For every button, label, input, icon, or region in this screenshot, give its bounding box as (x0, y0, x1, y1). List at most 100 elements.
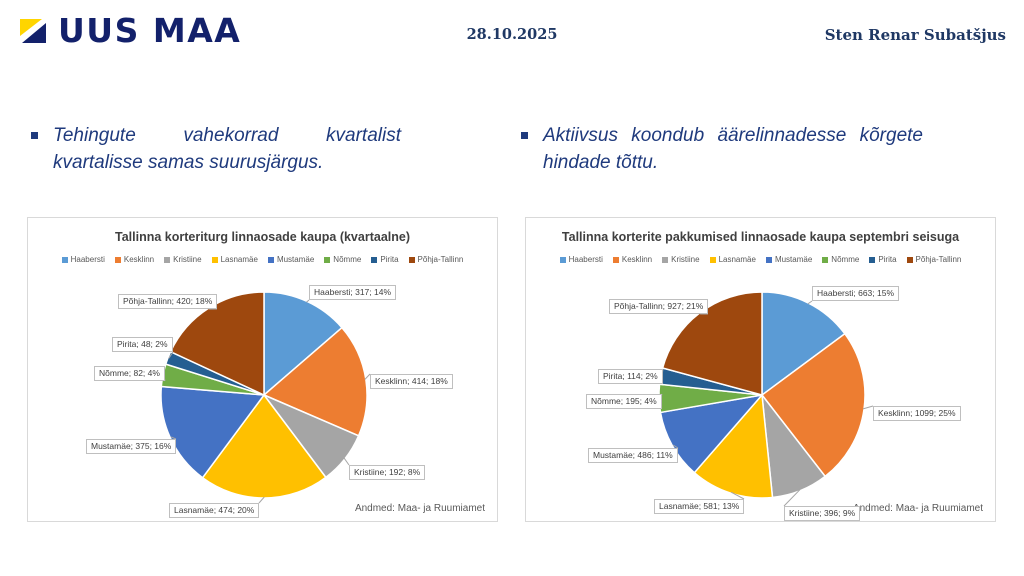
legend-label: Pirita (878, 255, 897, 264)
slide-date: 28.10.2025 (466, 26, 558, 43)
legend-label: Haabersti (70, 255, 105, 264)
legend-swatch-icon (906, 256, 913, 263)
logo-flag-icon (20, 18, 46, 43)
legend-item: Mustamäe (765, 255, 813, 264)
legend-swatch-icon (822, 256, 829, 263)
legend-swatch-icon (371, 256, 378, 263)
chart-legend: Haabersti Kesklinn Kristiine Lasnamäe Mustam… (526, 255, 995, 264)
legend-swatch-icon (61, 256, 68, 263)
legend-swatch-icon (408, 256, 415, 263)
legend-item: Haabersti (559, 255, 603, 264)
legend-label: Kristiine (671, 255, 700, 264)
bullet-item: Tehingute vahekorrad kvartalist kvartali… (31, 122, 401, 176)
legend-label: Mustamäe (276, 255, 315, 264)
pie-data-label: Kristiine; 192; 8% (349, 465, 426, 480)
pie-chart (658, 291, 874, 507)
legend-item: Mustamäe (267, 255, 315, 264)
legend-label: Mustamäe (774, 255, 813, 264)
pie-slice-lasnamäe (201, 393, 327, 499)
label-leader-line (168, 351, 174, 359)
legend-label: Põhja-Tallinn (417, 255, 464, 264)
legend-item: Kesklinn (114, 255, 155, 264)
legend-swatch-icon (267, 256, 274, 263)
label-leader-line (170, 436, 177, 440)
label-leader-line (364, 373, 371, 380)
pie-data-label: Kesklinn; 1099; 25% (873, 406, 961, 421)
legend-swatch-icon (559, 256, 566, 263)
chart-legend: Haabersti Kesklinn Kristiine Lasnamäe Mustam… (28, 255, 497, 264)
legend-label: Kesklinn (123, 255, 155, 264)
pie-data-label: Haabersti; 663; 15% (812, 286, 900, 301)
pie-data-label: Mustamäe; 375; 16% (86, 439, 177, 454)
legend-item: Haabersti (61, 255, 105, 264)
label-leader-line (783, 489, 801, 507)
pie-data-label: Nõmme; 195; 4% (586, 394, 662, 409)
legend-swatch-icon (869, 256, 876, 263)
label-leader-line (306, 299, 310, 303)
pie-data-label: Nõmme; 82; 4% (94, 366, 165, 381)
legend-item: Nõmme (324, 255, 361, 264)
source-note: Andmed: Maa- ja Ruumiamet (354, 503, 485, 514)
pie-data-label: Põhja-Tallinn; 927; 21% (609, 299, 709, 314)
legend-item: Lasnamäe (211, 255, 258, 264)
chart-title: Tallinna korterite pakkumised linnaosade… (561, 230, 960, 244)
legend-swatch-icon (662, 256, 669, 263)
label-leader-line (258, 496, 265, 504)
legend-label: Nõmme (333, 255, 362, 264)
label-leader-line (343, 457, 350, 466)
pie-data-label: Lasnamäe; 474; 20% (169, 503, 260, 518)
pie-slice-kesklinn (262, 326, 368, 437)
legend-item: Kristiine (164, 255, 202, 264)
legend-swatch-icon (211, 256, 218, 263)
label-leader-line (730, 491, 745, 500)
legend-swatch-icon (324, 256, 331, 263)
pie-data-label: Lasnamäe; 581; 13% (654, 499, 745, 514)
logo-wordmark: UUS MAA (58, 11, 242, 50)
legend-label: Lasnamäe (220, 255, 258, 264)
pie-slice-mustamäe (160, 385, 266, 479)
bullet-item: Aktiivsus koondub äärelinnadesse kõrgete… (521, 122, 923, 176)
pie-slice-lasnamäe (693, 393, 774, 499)
pie-data-label: Pirita; 48; 2% (112, 337, 173, 352)
pie-chart-panel-transactions: Tallinna korteriturg linnaosade kaupa (k… (27, 217, 498, 522)
legend-item: Nõmme (822, 255, 859, 264)
legend-item: Pirita (869, 255, 897, 264)
legend-item: Põhja-Tallinn (408, 255, 464, 264)
legend-item: Põhja-Tallinn (906, 255, 962, 264)
bullet-text: Tehingute vahekorrad kvartalist kvartali… (53, 125, 401, 173)
pie-data-label: Kesklinn; 414; 18% (370, 374, 453, 389)
legend-item: Lasnamäe (709, 255, 756, 264)
pie-data-label: Mustamäe; 486; 11% (588, 448, 678, 463)
legend-label: Lasnamäe (718, 255, 756, 264)
legend-label: Kesklinn (621, 255, 653, 264)
legend-label: Põhja-Tallinn (915, 255, 962, 264)
app-logo: UUS MAA (20, 14, 241, 47)
legend-item: Kesklinn (612, 255, 653, 264)
legend-item: Kristiine (662, 255, 700, 264)
legend-swatch-icon (765, 256, 772, 263)
bullet-text: Aktiivsus koondub äärelinnadesse kõrgete… (543, 125, 923, 173)
pie-data-label: Pirita; 114; 2% (598, 369, 663, 384)
square-bullet-icon (521, 132, 528, 139)
square-bullet-icon (31, 132, 38, 139)
pie-data-label: Haabersti; 317; 14% (309, 285, 397, 300)
pie-data-label: Kristiine; 396; 9% (784, 506, 861, 521)
legend-label: Pirita (380, 255, 399, 264)
source-note: Andmed: Maa- ja Ruumiamet (852, 503, 983, 514)
legend-swatch-icon (164, 256, 171, 263)
legend-label: Kristiine (173, 255, 202, 264)
label-leader-line (862, 405, 874, 410)
legend-swatch-icon (114, 256, 121, 263)
legend-label: Nõmme (831, 255, 860, 264)
label-leader-line (672, 444, 679, 449)
legend-label: Haabersti (568, 255, 603, 264)
slide-author: Sten Renar Subatšjus (824, 26, 1006, 44)
legend-swatch-icon (709, 256, 716, 263)
pie-chart-panel-listings: Tallinna korterite pakkumised linnaosade… (525, 217, 996, 522)
label-leader-line (807, 300, 813, 305)
chart-title: Tallinna korteriturg linnaosade kaupa (k… (115, 230, 410, 244)
pie-slice-mustamäe (659, 393, 764, 474)
pie-chart (160, 291, 371, 504)
pie-data-label: Põhja-Tallinn; 420; 18% (118, 294, 218, 309)
legend-item: Pirita (371, 255, 399, 264)
